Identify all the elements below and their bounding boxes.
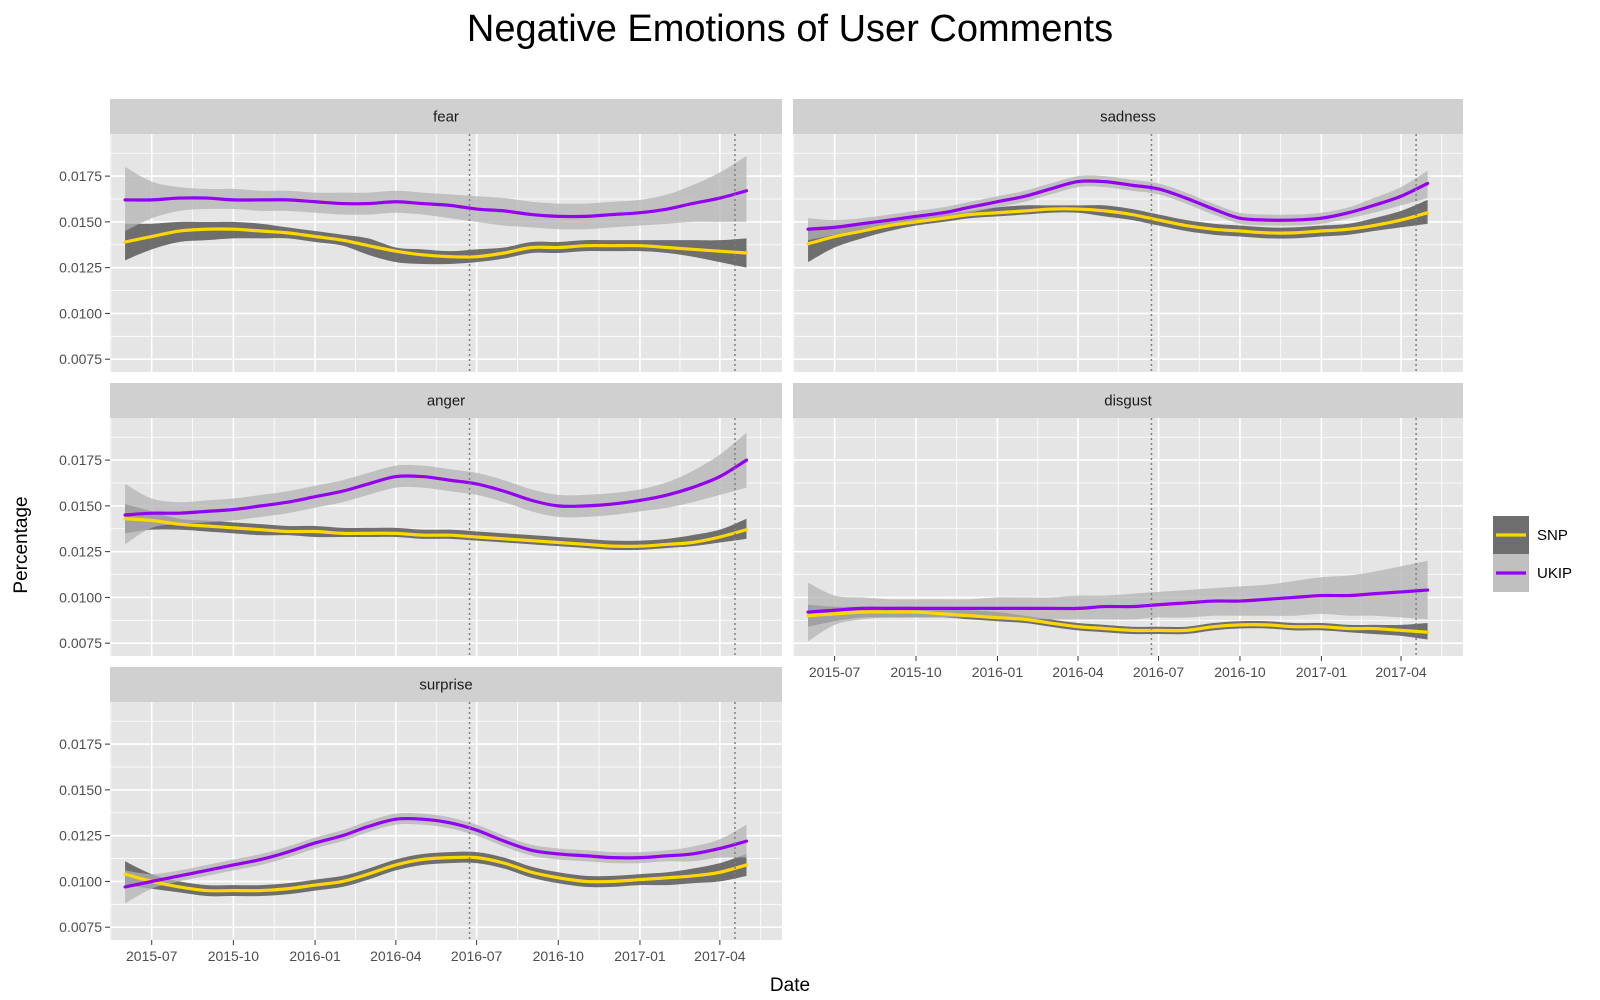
x-tick-label: 2017-01: [614, 948, 666, 964]
panel-anger: anger 0.0075 0.0100 0.0125 0.0150 0.0175: [59, 383, 782, 656]
strip-label-anger: anger: [427, 393, 465, 410]
chart-title: Negative Emotions of User Comments: [467, 8, 1113, 50]
x-tick-label: 2016-01: [289, 948, 341, 964]
x-tick-label: 2016-04: [370, 948, 422, 964]
y-tick-label: 0.0175: [59, 168, 102, 184]
strip-sadness: [793, 99, 1463, 134]
series-line-ukip: [123, 189, 749, 219]
legend: SNP UKIP: [1493, 516, 1572, 592]
series-line-ukip: [806, 179, 1430, 231]
x-tick-label: 2016-01: [972, 664, 1024, 680]
strip-label-disgust: disgust: [1104, 393, 1152, 410]
x-tick-label: 2016-10: [533, 948, 585, 964]
y-tick-label: 0.0075: [59, 919, 102, 935]
y-tick-label: 0.0075: [59, 351, 102, 367]
strip-label-sadness: sadness: [1100, 109, 1156, 126]
strip-disgust: [793, 383, 1463, 418]
legend-label-ukip: UKIP: [1537, 565, 1572, 582]
x-tick-label: 2015-07: [126, 948, 178, 964]
series-line-snp: [806, 610, 1430, 634]
x-tick-label: 2017-04: [1375, 664, 1427, 680]
series-line-ukip: [123, 816, 749, 889]
y-tick-label: 0.0075: [59, 635, 102, 651]
y-tick-label: 0.0100: [59, 305, 102, 321]
y-tick-label: 0.0100: [59, 589, 102, 605]
y-tick-label: 0.0175: [59, 736, 102, 752]
strip-surprise: [110, 667, 782, 702]
series-line-snp: [123, 227, 749, 259]
y-tick-label: 0.0125: [59, 260, 102, 276]
y-tick-label: 0.0175: [59, 452, 102, 468]
x-tick-label: 2016-07: [1133, 664, 1185, 680]
panel-fear: fear 0.0075 0.0100 0.0125 0.0150 0.0175: [59, 99, 782, 372]
panel-sadness: sadness: [793, 99, 1463, 372]
confidence-band-snp: [125, 504, 747, 551]
series-line-snp: [123, 517, 749, 548]
x-tick-label: 2016-04: [1052, 664, 1104, 680]
confidence-band-snp: [125, 851, 747, 897]
y-axis-title: Percentage: [11, 496, 32, 593]
x-axis-title: Date: [770, 975, 810, 996]
y-tick-label: 0.0100: [59, 873, 102, 889]
strip-anger: [110, 383, 782, 418]
y-tick-label: 0.0150: [59, 214, 102, 230]
confidence-band-ukip: [125, 155, 747, 232]
confidence-band-ukip: [808, 170, 1428, 241]
panels-layer: fear 0.0075 0.0100 0.0125 0.0150 0.0175 sadnes…: [59, 99, 1463, 964]
legend-label-snp: SNP: [1537, 527, 1568, 544]
series-line-snp: [806, 207, 1430, 246]
strip-label-fear: fear: [433, 109, 459, 126]
panel-surprise: surprise 0.0075 0.0100 0.0125 0.0150 0.0175 20…: [59, 667, 782, 964]
y-tick-label: 0.0125: [59, 544, 102, 560]
confidence-band-ukip: [808, 560, 1428, 642]
x-tick-label: 2016-10: [1214, 664, 1266, 680]
series-line-ukip: [123, 458, 749, 517]
x-tick-label: 2016-07: [451, 948, 503, 964]
strip-fear: [110, 99, 782, 134]
x-tick-label: 2017-01: [1296, 664, 1348, 680]
strip-label-surprise: surprise: [419, 677, 472, 694]
panel-background: [793, 134, 1463, 372]
y-tick-label: 0.0125: [59, 828, 102, 844]
series-line-ukip: [806, 588, 1430, 614]
x-tick-label: 2017-04: [694, 948, 746, 964]
confidence-band-ukip: [125, 432, 747, 545]
y-tick-label: 0.0150: [59, 498, 102, 514]
series-line-snp: [123, 855, 749, 893]
panel-disgust: disgust 2015-07 2015-10 2016-01 2016-04 2016-…: [793, 383, 1463, 680]
y-tick-label: 0.0150: [59, 782, 102, 798]
x-tick-label: 2015-07: [809, 664, 861, 680]
x-tick-label: 2015-10: [890, 664, 942, 680]
x-tick-label: 2015-10: [208, 948, 260, 964]
